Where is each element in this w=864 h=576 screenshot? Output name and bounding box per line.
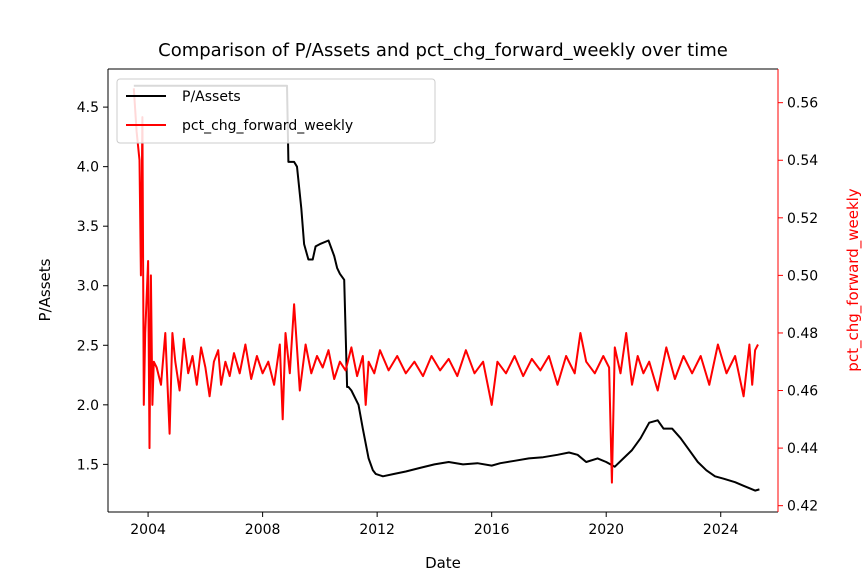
right-y-tick-label: 0.52 <box>787 211 818 227</box>
x-tick-label: 2012 <box>359 522 395 538</box>
left-y-tick-label: 4.0 <box>77 160 99 176</box>
left-y-axis-ticks: 1.5 2.0 2.5 3.0 3.5 4.0 4.5 <box>77 100 108 473</box>
right-y-tick-label: 0.48 <box>787 326 818 342</box>
series-layer <box>132 84 760 492</box>
x-tick-label: 2016 <box>474 522 510 538</box>
legend-box <box>116 78 436 144</box>
left-y-tick-label: 3.0 <box>77 279 99 295</box>
legend: P/Assets pct_chg_forward_weekly <box>116 78 436 144</box>
x-axis-title: Date <box>425 554 461 572</box>
left-y-tick-label: 3.5 <box>77 219 99 235</box>
right-y-tick-label: 0.44 <box>787 441 818 457</box>
x-tick-label: 2024 <box>703 522 739 538</box>
right-y-tick-label: 0.56 <box>787 96 818 112</box>
right-y-tick-label: 0.54 <box>787 153 818 169</box>
right-y-tick-label: 0.46 <box>787 384 818 400</box>
left-y-tick-label: 4.5 <box>77 100 99 116</box>
x-tick-label: 2004 <box>130 522 166 538</box>
legend-label-pct-chg: pct_chg_forward_weekly <box>182 118 353 134</box>
right-y-tick-label: 0.42 <box>787 499 818 515</box>
x-tick-label: 2008 <box>245 522 281 538</box>
right-y-axis-ticks: 0.42 0.44 0.46 0.48 0.50 0.52 0.54 0.56 <box>778 96 818 515</box>
series-line-pct-chg-forward-weekly <box>132 88 759 484</box>
x-axis-ticks: 2004 2008 2012 2016 2020 2024 <box>130 512 739 538</box>
chart-title: Comparison of P/Assets and pct_chg_forwa… <box>158 40 728 61</box>
left-y-tick-label: 2.0 <box>77 398 99 414</box>
left-y-tick-label: 2.5 <box>77 338 99 354</box>
right-y-axis-title: pct_chg_forward_weekly <box>844 188 863 372</box>
legend-label-p-assets: P/Assets <box>182 89 241 105</box>
x-tick-label: 2020 <box>588 522 624 538</box>
series-line-p-assets <box>133 84 760 492</box>
left-y-tick-label: 1.5 <box>77 457 99 473</box>
left-y-axis-title: P/Assets <box>36 258 54 321</box>
right-y-tick-label: 0.50 <box>787 268 818 284</box>
